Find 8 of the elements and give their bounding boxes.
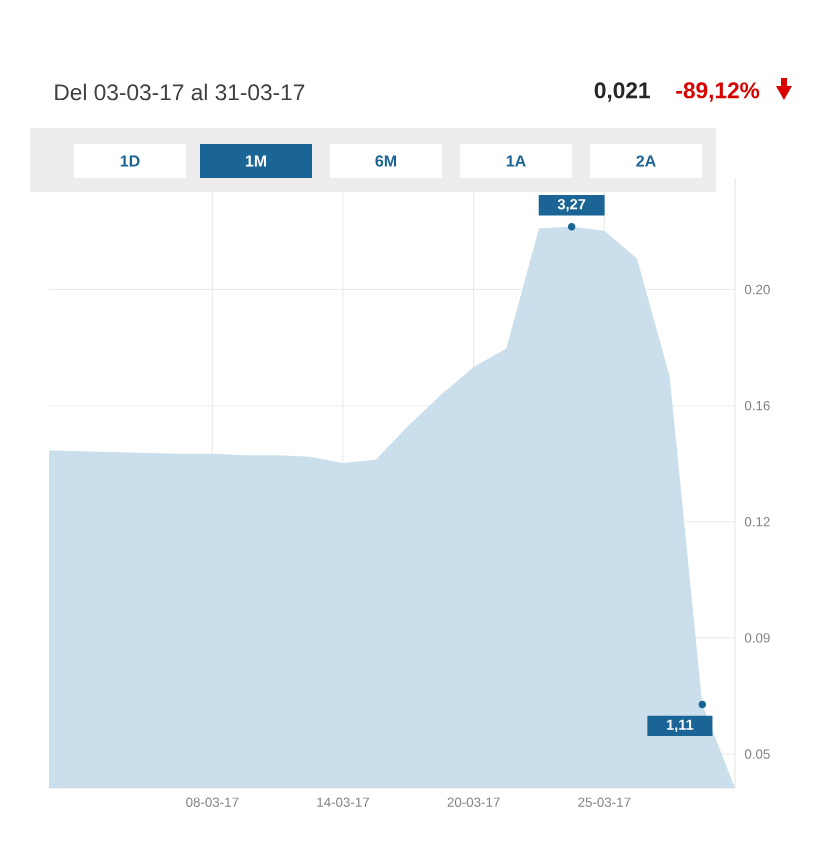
text: 1A [506, 155, 526, 167]
text: 1M [245, 155, 267, 167]
chart-title: Del 03-03-17 al 31-03-17 [55, 83, 305, 101]
text: 1D [120, 155, 140, 167]
text: 2A [636, 155, 656, 167]
text: 0,021 [594, 82, 650, 102]
text: 6M [375, 155, 397, 167]
text: -89,12% [676, 82, 760, 102]
